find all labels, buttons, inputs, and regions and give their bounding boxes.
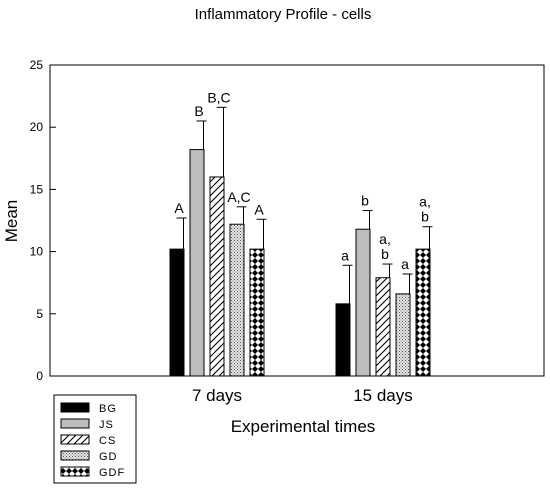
- bar-bg-2: [335, 303, 351, 377]
- data-label: a: [341, 247, 349, 263]
- y-tick-label: 20: [30, 120, 44, 134]
- legend-swatch-bg: [60, 402, 90, 413]
- legend-swatch-js: [60, 418, 90, 429]
- bar-bg-1: [169, 248, 185, 377]
- y-tick-label: 5: [36, 307, 43, 321]
- x-tick-label: 15 days: [353, 386, 413, 405]
- bar-gd-2: [395, 293, 411, 377]
- data-label: A,C: [227, 189, 250, 205]
- y-axis: 0 5 10 15 20 25: [30, 58, 56, 383]
- data-label: A: [174, 200, 184, 216]
- legend-label: BG: [99, 403, 117, 415]
- data-label: B: [194, 103, 203, 119]
- bar-gdf-2: [415, 248, 431, 377]
- data-label: a: [401, 256, 409, 272]
- bar-js-2: [355, 228, 371, 377]
- x-axis-label: Experimental times: [231, 417, 376, 436]
- legend-label: GD: [99, 451, 118, 463]
- bar-gd-1: [229, 223, 245, 377]
- legend-swatch-gd: [60, 450, 90, 461]
- data-label: A: [254, 201, 264, 217]
- chart-title: Inflammatory Profile - cells: [195, 6, 372, 23]
- bar-gdf-1: [249, 248, 265, 377]
- bar-cs-2: [375, 277, 391, 377]
- data-label: b: [361, 193, 369, 209]
- data-label: a, b: [379, 231, 391, 262]
- data-label: a, b: [419, 194, 431, 225]
- legend-label: GDF: [99, 467, 125, 479]
- y-axis-label: Mean: [2, 200, 21, 243]
- legend: BG JS CS GD GDF: [53, 394, 137, 484]
- y-tick-label: 15: [30, 182, 44, 196]
- x-tick-label: 7 days: [192, 386, 242, 405]
- legend-label: JS: [99, 419, 114, 431]
- y-tick-label: 25: [30, 58, 44, 72]
- y-tick-label: 10: [30, 245, 44, 259]
- legend-label: CS: [99, 435, 116, 447]
- bar-js-1: [189, 149, 205, 377]
- legend-swatch-gdf: [60, 466, 90, 477]
- x-axis: 7 days 15 days: [192, 386, 413, 405]
- y-tick-label: 0: [36, 369, 43, 383]
- bar-cs-1: [209, 176, 225, 377]
- legend-swatch-cs: [60, 434, 90, 445]
- plot-frame: [49, 64, 545, 377]
- data-label: B,C: [207, 89, 230, 105]
